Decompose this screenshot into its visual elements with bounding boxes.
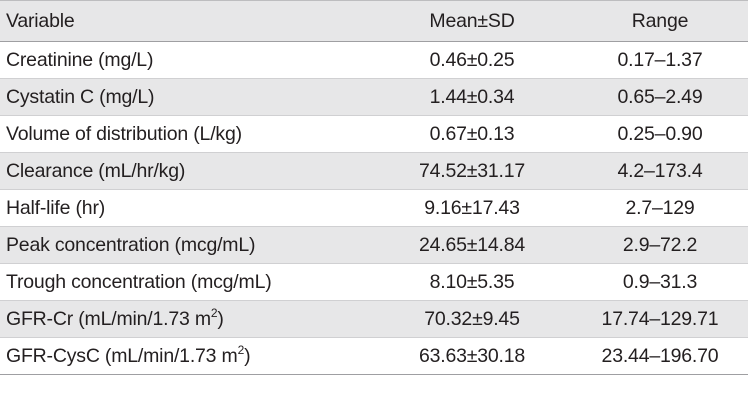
row-variable: Half-life (hr): [0, 190, 378, 227]
table-row: Cystatin C (mg/L) 1.44±0.34 0.65–2.49: [0, 78, 748, 116]
row-variable: Peak concentration (mcg/mL): [0, 227, 378, 264]
table-row: Clearance (mL/hr/kg) 74.52±31.17 4.2–173…: [0, 152, 748, 190]
variable-text: Trough concentration (mcg/mL): [6, 270, 272, 293]
row-mean-sd: 0.67±0.13: [429, 122, 515, 145]
row-mean-sd: 0.46±0.25: [429, 48, 515, 71]
variable-suffix: ): [217, 307, 224, 330]
row-variable: Cystatin C (mg/L): [0, 79, 378, 116]
table-row: GFR-Cr (mL/min/1.73 m2) 70.32±9.45 17.74…: [0, 300, 748, 338]
row-range: 17.74–129.71: [601, 307, 719, 330]
table-body: Creatinine (mg/L) 0.46±0.25 0.17–1.37 Cy…: [0, 42, 748, 375]
variable-superscript: 2: [237, 342, 245, 357]
row-variable: Trough concentration (mcg/mL): [0, 264, 378, 301]
row-mean-sd: 74.52±31.17: [418, 159, 526, 182]
header-row: Variable Mean±SD Range: [0, 0, 748, 42]
variable-text: GFR-CysC (mL/min/1.73 m: [6, 344, 238, 367]
variable-text: GFR-Cr (mL/min/1.73 m: [6, 307, 211, 330]
header-mean-sd: Mean±SD: [378, 0, 566, 42]
pharmacokinetic-table: Variable Mean±SD Range Creatinine (mg/L)…: [0, 0, 748, 375]
row-mean-sd: 24.65±14.84: [418, 233, 526, 256]
variable-text: Clearance (mL/hr/kg): [6, 159, 186, 182]
row-variable: Clearance (mL/hr/kg): [0, 153, 378, 190]
row-range: 23.44–196.70: [601, 344, 719, 367]
row-mean-sd: 1.44±0.34: [429, 85, 515, 108]
row-range: 4.2–173.4: [617, 159, 703, 182]
row-range: 2.9–72.2: [622, 233, 698, 256]
row-mean-sd: 63.63±30.18: [418, 344, 526, 367]
row-variable: GFR-CysC (mL/min/1.73 m2): [0, 338, 378, 375]
header-variable: Variable: [0, 0, 378, 42]
table-row: Peak concentration (mcg/mL) 24.65±14.84 …: [0, 226, 748, 264]
table-header: Variable Mean±SD Range: [0, 0, 748, 42]
row-range: 2.7–129: [625, 196, 695, 219]
variable-suffix: ): [244, 344, 251, 367]
variable-text: Volume of distribution (L/kg): [6, 122, 242, 145]
row-mean-sd: 9.16±17.43: [424, 196, 520, 219]
variable-superscript: 2: [210, 305, 218, 320]
row-mean-sd: 8.10±5.35: [429, 270, 515, 293]
table-row: GFR-CysC (mL/min/1.73 m2) 63.63±30.18 23…: [0, 338, 748, 375]
variable-text: Peak concentration (mcg/mL): [6, 233, 256, 256]
row-variable: Volume of distribution (L/kg): [0, 116, 378, 153]
row-range: 0.25–0.90: [617, 122, 703, 145]
row-range: 0.17–1.37: [617, 48, 703, 71]
variable-text: Half-life (hr): [6, 196, 106, 219]
row-variable: GFR-Cr (mL/min/1.73 m2): [0, 301, 378, 338]
table-row: Volume of distribution (L/kg) 0.67±0.13 …: [0, 116, 748, 153]
variable-text: Creatinine (mg/L): [6, 48, 154, 71]
row-range: 0.65–2.49: [617, 85, 703, 108]
header-range: Range: [566, 0, 748, 42]
table-row: Creatinine (mg/L) 0.46±0.25 0.17–1.37: [0, 42, 748, 79]
variable-text: Cystatin C (mg/L): [6, 85, 155, 108]
table-row: Half-life (hr) 9.16±17.43 2.7–129: [0, 190, 748, 227]
table-row: Trough concentration (mcg/mL) 8.10±5.35 …: [0, 264, 748, 301]
row-range: 0.9–31.3: [622, 270, 698, 293]
row-variable: Creatinine (mg/L): [0, 42, 378, 79]
row-mean-sd: 70.32±9.45: [424, 307, 520, 330]
